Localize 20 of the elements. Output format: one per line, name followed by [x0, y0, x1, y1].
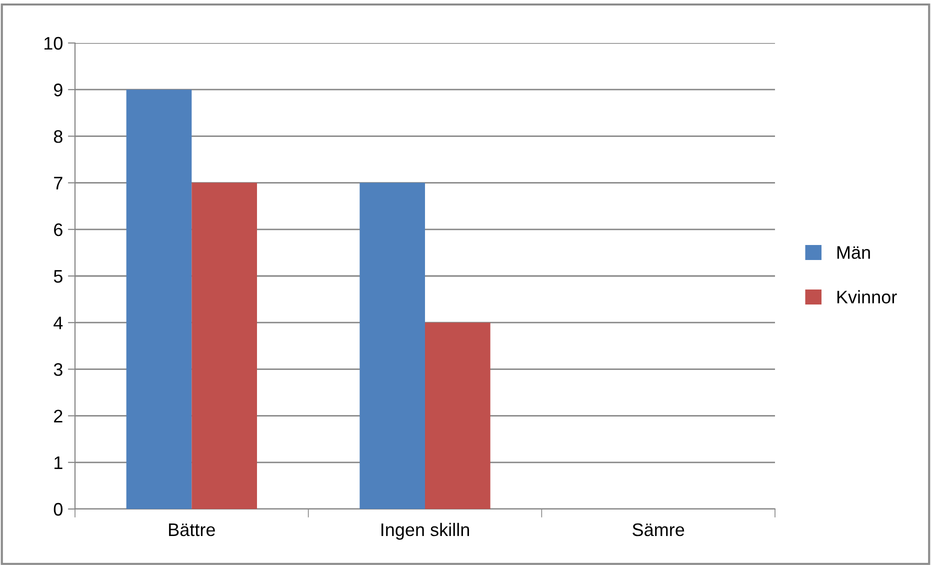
x-tick-label: Bättre — [169, 524, 215, 536]
y-tick-label: 4 — [54, 316, 63, 330]
legend-label: Kvinnor — [837, 290, 897, 304]
bar — [425, 322, 490, 509]
bar — [126, 90, 192, 509]
y-tick-label: 7 — [54, 176, 62, 190]
x-tick-label: Ingen skilln — [382, 522, 469, 540]
y-tick-label: 3 — [54, 363, 62, 376]
y-tick-label: 1 — [54, 456, 62, 469]
y-tick-label: 2 — [54, 410, 62, 422]
legend-label: Män — [837, 246, 870, 259]
y-tick-label: 9 — [54, 84, 62, 96]
y-tick-label: 6 — [54, 223, 62, 236]
bar — [192, 182, 257, 509]
bar — [360, 182, 425, 509]
y-tick-label: 10 — [44, 36, 62, 50]
y-tick-label: 5 — [54, 270, 62, 283]
y-tick-label: 0 — [54, 502, 62, 516]
x-tick-label: Sämre — [632, 523, 684, 536]
y-tick-label: 8 — [54, 130, 62, 143]
